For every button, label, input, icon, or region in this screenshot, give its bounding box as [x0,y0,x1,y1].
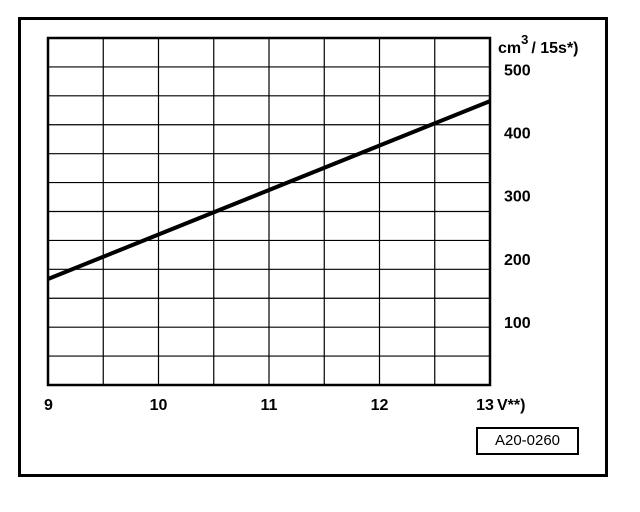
x-tick-label: 11 [261,397,278,414]
y-axis-label-rest: / 15s*) [531,40,578,57]
y-tick-label: 400 [504,126,531,143]
y-tick-label: 300 [504,189,531,206]
figure-id-label: A20-0260 [476,427,579,455]
y-axis-label-exponent: 3 [521,32,528,47]
figure-frame [18,17,608,477]
x-axis-label: V**) [497,397,525,414]
x-tick-label: 12 [371,397,389,414]
x-tick-label: 13 [476,397,494,414]
y-tick-label: 100 [504,315,531,332]
y-tick-label: 500 [504,63,531,80]
x-tick-label: 9 [44,397,53,414]
y-tick-label: 200 [504,252,531,269]
plot-area-border [46,36,492,387]
y-axis-label: cm3/ 15s*) [498,32,579,57]
data-series-line [47,99,491,281]
x-tick-label: 10 [150,397,168,414]
y-axis-label-base: cm [498,40,521,57]
